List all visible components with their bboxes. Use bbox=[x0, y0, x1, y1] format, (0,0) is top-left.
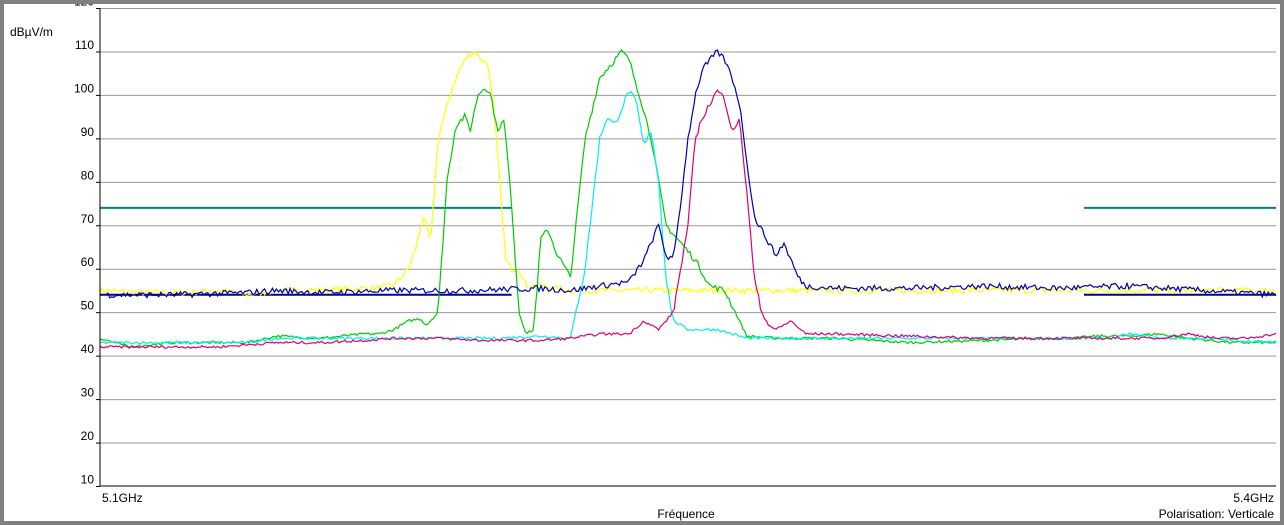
y-tick-label: 40 bbox=[81, 342, 95, 356]
plot-area bbox=[100, 8, 1276, 486]
y-tick-label: 20 bbox=[81, 429, 95, 443]
y-tick-label: 100 bbox=[74, 81, 94, 95]
y-tick-labels: 10 20 30 40 50 60 70 80 90 100 110 120 bbox=[74, 4, 100, 487]
x-start-label: 5.1GHz bbox=[102, 491, 143, 505]
y-tick-label: 80 bbox=[81, 168, 95, 182]
x-axis-label: Fréquence bbox=[657, 507, 715, 521]
y-tick-label: 10 bbox=[81, 473, 95, 487]
chart-frame: 10 20 30 40 50 60 70 80 90 100 110 120 dBµV/m 5.1GH… bbox=[4, 4, 1280, 521]
y-tick-label: 70 bbox=[81, 212, 95, 226]
y-tick-label: 30 bbox=[81, 386, 95, 400]
y-tick-label: 50 bbox=[81, 299, 95, 313]
y-tick-label: 90 bbox=[81, 125, 95, 139]
spectrum-chart: 10 20 30 40 50 60 70 80 90 100 110 120 dBµV/m 5.1GH… bbox=[10, 4, 1277, 521]
series-lines bbox=[99, 48, 1277, 349]
x-end-label: 5.4GHz bbox=[1233, 491, 1274, 505]
y-axis-label: dBµV/m bbox=[10, 25, 53, 39]
series-line-4 bbox=[99, 89, 1277, 349]
y-tick-label: 60 bbox=[81, 255, 95, 269]
series-line-2 bbox=[99, 90, 1277, 345]
polarisation-label: Polarisation: Verticale bbox=[1159, 507, 1275, 521]
series-line-0 bbox=[99, 50, 1277, 298]
limit-lines bbox=[100, 206, 1276, 296]
y-tick-label: 120 bbox=[74, 4, 94, 9]
y-tick-label: 110 bbox=[75, 38, 94, 52]
series-line-3 bbox=[99, 49, 1277, 299]
